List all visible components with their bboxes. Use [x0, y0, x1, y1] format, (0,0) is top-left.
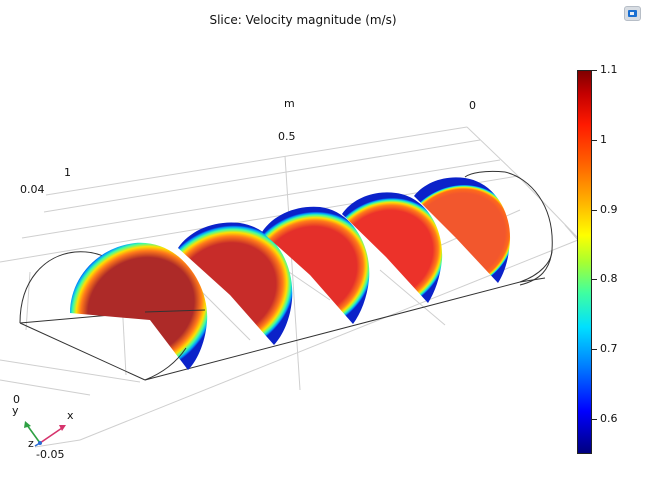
- y-tick-zero: 0: [13, 393, 20, 406]
- velocity-slice-3: [262, 206, 370, 324]
- color-legend-bar: [577, 70, 592, 454]
- monitor-icon-dot: [630, 12, 634, 15]
- z-axis-unit: m: [284, 97, 295, 110]
- triad-y-label: y: [12, 404, 19, 417]
- color-legend-tick-mark: [592, 70, 597, 71]
- color-legend-tick-label: 0.8: [600, 272, 618, 285]
- color-legend-tick-label: 0.6: [600, 412, 618, 425]
- triad-z-label: z: [28, 437, 34, 450]
- z-tick-0.5: 0.5: [278, 130, 296, 143]
- color-legend-tick-mark: [592, 419, 597, 420]
- color-legend-tick-mark: [592, 140, 597, 141]
- color-legend-tick-mark: [592, 279, 597, 280]
- velocity-slice-1: [70, 242, 208, 370]
- graphics-view-icon[interactable]: [624, 6, 641, 21]
- color-legend-tick-label: 1.1: [600, 63, 618, 76]
- color-legend-tick-label: 1: [600, 133, 607, 146]
- triad-x-label: x: [67, 409, 74, 422]
- z-tick-0: 0: [469, 99, 476, 112]
- color-legend-tick-mark: [592, 210, 597, 211]
- cylinder-front-edges: [144, 249, 553, 381]
- velocity-slice-5: [414, 177, 511, 283]
- color-legend-tick-mark: [592, 349, 597, 350]
- axis-triad: y x z: [12, 404, 74, 450]
- z-tick-1: 1: [64, 166, 71, 179]
- color-legend-tick-label: 0.7: [600, 342, 618, 355]
- y-tick-top: 0.04: [20, 183, 45, 196]
- plot-title: Slice: Velocity magnitude (m/s): [209, 13, 397, 27]
- velocity-slice-2: [178, 222, 293, 345]
- velocity-slice-4: [342, 192, 443, 303]
- y-tick-bottom: -0.05: [36, 448, 64, 461]
- color-legend-tick-label: 0.9: [600, 203, 618, 216]
